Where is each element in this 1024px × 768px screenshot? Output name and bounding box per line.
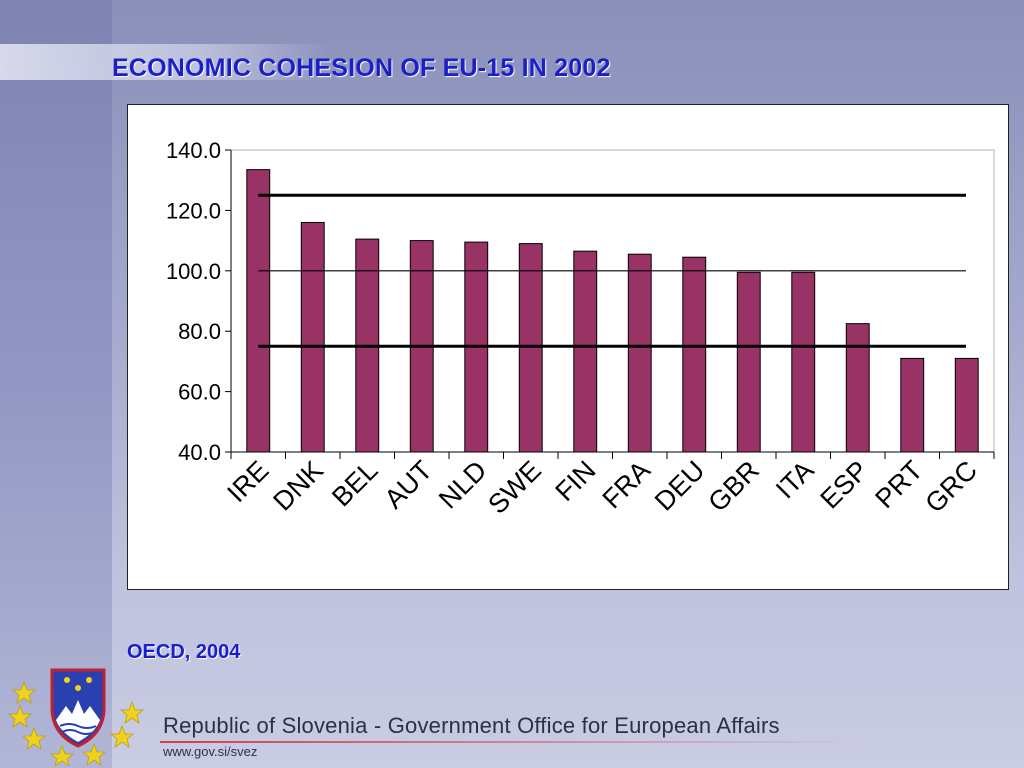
footer-organization: Republic of Slovenia - Government Office… bbox=[163, 713, 780, 738]
bar-esp bbox=[845, 323, 870, 453]
y-tick-label: 120.0 bbox=[166, 198, 221, 223]
bar-fra bbox=[627, 253, 652, 453]
x-tick-label-esp: ESP bbox=[815, 455, 874, 514]
bar-deu bbox=[682, 256, 707, 453]
x-tick-label-aut: AUT bbox=[379, 455, 438, 514]
x-tick-label-ita: ITA bbox=[770, 455, 819, 504]
y-tick-label: 100.0 bbox=[166, 259, 221, 284]
x-tick-label-fin: FIN bbox=[550, 455, 602, 507]
y-tick-label: 140.0 bbox=[166, 138, 221, 163]
bar-swe bbox=[518, 243, 543, 453]
bar-ire bbox=[246, 169, 271, 453]
source-citation: OECD, 2004 bbox=[127, 641, 241, 663]
x-tick-label-grc: GRC bbox=[919, 455, 983, 519]
y-tick-label: 40.0 bbox=[178, 440, 221, 465]
left-decorative-band bbox=[0, 0, 112, 768]
bar-gbr bbox=[736, 271, 761, 453]
slide-title: ECONOMIC COHESION OF EU-15 IN 2002 bbox=[112, 54, 611, 82]
x-tick-label-ire: IRE bbox=[221, 455, 274, 508]
x-tick-label-swe: SWE bbox=[482, 455, 547, 520]
bar-prt bbox=[900, 357, 925, 453]
x-tick-label-deu: DEU bbox=[649, 455, 711, 517]
x-tick-label-gbr: GBR bbox=[702, 455, 765, 518]
x-tick-label-dnk: DNK bbox=[267, 455, 329, 517]
bar-dnk bbox=[300, 221, 325, 453]
title-highlight-stripe bbox=[0, 44, 330, 80]
footer-url[interactable]: www.gov.si/svez bbox=[163, 744, 258, 759]
bar-fin bbox=[573, 250, 598, 453]
slovenia-coat-of-arms-icon bbox=[7, 668, 145, 766]
x-tick-label-nld: NLD bbox=[433, 455, 492, 514]
bar-grc bbox=[954, 357, 979, 453]
footer-divider bbox=[160, 741, 860, 743]
bar-ita bbox=[791, 271, 816, 453]
bar-chart: 140.0 120.0 100.0 80.0 60.0 40.0IREDNKBELAUTN… bbox=[166, 138, 995, 520]
x-tick-label-bel: BEL bbox=[326, 455, 383, 512]
chart-frame: 140.0 120.0 100.0 80.0 60.0 40.0 IRE DNK BEL AUT N… bbox=[127, 104, 1009, 590]
x-tick-label-fra: FRA bbox=[597, 455, 656, 514]
x-tick-label-prt: PRT bbox=[869, 455, 928, 514]
y-tick-label: 60.0 bbox=[178, 380, 221, 405]
y-tick-label: 80.0 bbox=[178, 319, 221, 344]
